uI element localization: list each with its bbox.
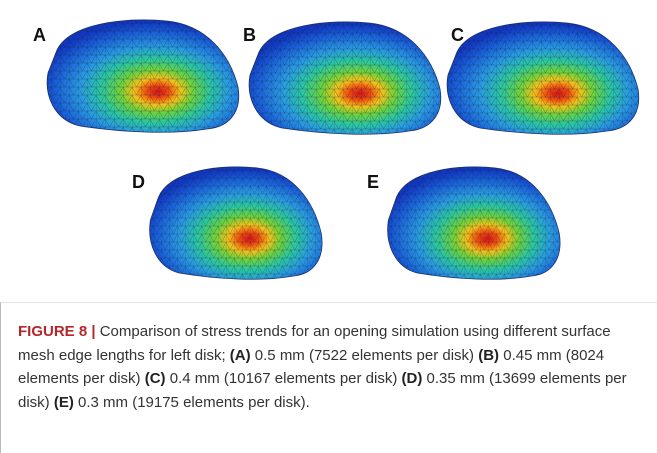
item-label: (B) [478, 347, 499, 364]
mesh-image-a [47, 20, 239, 132]
figure-label: FIGURE 8 | [18, 323, 96, 340]
mesh-image-b [249, 22, 441, 134]
panel-label: D [132, 172, 145, 193]
item-label: (C) [145, 370, 166, 387]
item-text: 0.3 mm (19175 elements per disk). [78, 394, 310, 411]
item-label: (A) [230, 347, 251, 364]
panel-label: A [33, 25, 46, 46]
item-text: 0.5 mm (7522 elements per disk) [255, 347, 474, 364]
figure-page: A B C D E FIGURE 8 | Comparison of stres… [0, 0, 657, 453]
caption: FIGURE 8 | Comparison of stress trends f… [18, 320, 638, 414]
panel-label: E [367, 172, 379, 193]
item-label: (D) [402, 370, 423, 387]
mesh-image-e [388, 167, 560, 279]
panel-label: B [243, 25, 256, 46]
item-text: 0.4 mm (10167 elements per disk) [170, 370, 398, 387]
figure-images [0, 0, 657, 300]
panel-label: C [451, 25, 464, 46]
item-label: (E) [54, 394, 74, 411]
mesh-image-c [447, 22, 639, 134]
mesh-image-d [150, 167, 322, 279]
